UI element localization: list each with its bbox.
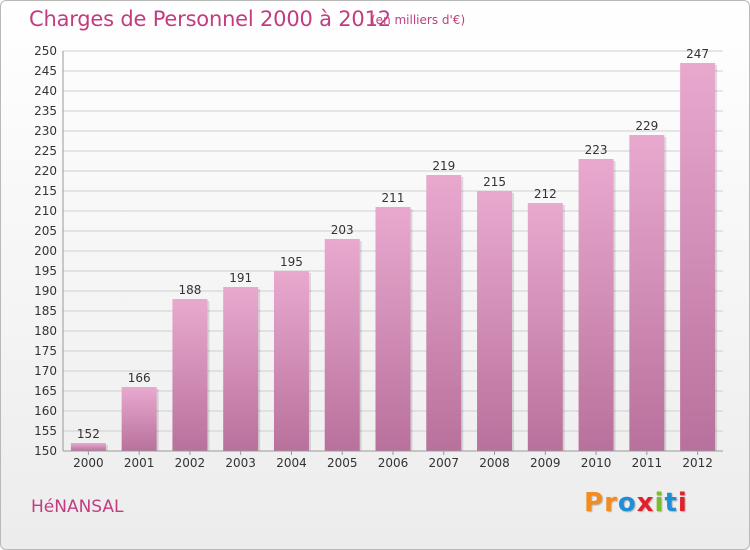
y-tick-label: 230 <box>34 124 57 138</box>
bar-shadow <box>410 209 413 451</box>
bar <box>172 299 208 451</box>
bar-shadow <box>512 193 515 451</box>
bar-value-label: 191 <box>229 271 252 285</box>
bar-shadow <box>461 177 464 451</box>
bar <box>680 63 716 451</box>
bar-shadow <box>664 137 667 451</box>
bar-value-label: 212 <box>534 187 557 201</box>
y-tick-label: 190 <box>34 284 57 298</box>
commune-name: HéNANSAL <box>31 497 124 517</box>
bar-value-label: 247 <box>686 47 709 61</box>
y-tick-label: 150 <box>34 444 57 458</box>
bar-value-label: 211 <box>382 191 405 205</box>
bar-value-label: 219 <box>432 159 455 173</box>
bar <box>578 159 614 451</box>
bar <box>426 175 462 451</box>
bar-shadow <box>105 445 108 451</box>
y-tick-label: 155 <box>34 424 57 438</box>
x-tick-label: 2009 <box>530 456 561 470</box>
bar <box>324 239 360 451</box>
y-tick-label: 165 <box>34 384 57 398</box>
x-tick-label: 2003 <box>225 456 256 470</box>
bar-shadow <box>156 389 159 451</box>
chart-subtitle: (en milliers d'€) <box>371 13 466 27</box>
y-tick-label: 185 <box>34 304 57 318</box>
y-tick-label: 205 <box>34 224 57 238</box>
x-tick-label: 2000 <box>73 456 104 470</box>
bar <box>477 191 513 451</box>
y-tick-label: 210 <box>34 204 57 218</box>
bar-shadow <box>308 273 311 451</box>
bar-value-label: 195 <box>280 255 303 269</box>
bar-value-label: 152 <box>77 427 100 441</box>
y-tick-label: 175 <box>34 344 57 358</box>
bar-shadow <box>207 301 210 451</box>
bar <box>527 203 563 451</box>
proxiti-logo[interactable]: Proxiti <box>584 488 688 518</box>
y-tick-label: 225 <box>34 144 57 158</box>
x-tick-label: 2006 <box>378 456 409 470</box>
x-tick-label: 2002 <box>175 456 206 470</box>
x-tick-label: 2007 <box>428 456 459 470</box>
bar <box>629 135 665 451</box>
logo-letter: o <box>617 488 637 518</box>
y-tick-label: 195 <box>34 264 57 278</box>
x-tick-label: 2005 <box>327 456 358 470</box>
bar-value-label: 229 <box>635 119 658 133</box>
bar-value-label: 203 <box>331 223 354 237</box>
y-tick-label: 220 <box>34 164 57 178</box>
bar-shadow <box>359 241 362 451</box>
bar-shadow <box>258 289 261 451</box>
bar <box>121 387 157 451</box>
bar-shadow <box>715 65 718 451</box>
bar-shadow <box>562 205 565 451</box>
x-tick-label: 2001 <box>124 456 155 470</box>
logo-letter: x <box>636 488 655 518</box>
logo-letter: i <box>677 488 688 518</box>
bar-value-label: 223 <box>585 143 608 157</box>
x-tick-label: 2004 <box>276 456 307 470</box>
bar <box>375 207 411 451</box>
bar <box>273 271 309 451</box>
x-tick-label: 2010 <box>581 456 612 470</box>
y-tick-label: 170 <box>34 364 57 378</box>
bar <box>70 443 106 451</box>
x-tick-label: 2012 <box>682 456 713 470</box>
y-tick-label: 200 <box>34 244 57 258</box>
y-tick-label: 235 <box>34 104 57 118</box>
bar-shadow <box>613 161 616 451</box>
y-tick-label: 250 <box>34 44 57 58</box>
x-tick-label: 2008 <box>479 456 510 470</box>
chart-title: Charges de Personnel 2000 à 2012 <box>29 7 391 31</box>
y-tick-label: 160 <box>34 404 57 418</box>
bar <box>223 287 259 451</box>
logo-letter: r <box>604 488 618 518</box>
y-tick-label: 245 <box>34 64 57 78</box>
logo-letter: t <box>664 488 678 518</box>
bar-value-label: 166 <box>128 371 151 385</box>
axes: 150 155 160 165 170 175 180 185 190 195 200 205 210 2… <box>34 44 723 470</box>
y-tick-label: 215 <box>34 184 57 198</box>
y-tick-label: 180 <box>34 324 57 338</box>
y-tick-label: 240 <box>34 84 57 98</box>
bar-value-label: 188 <box>178 283 201 297</box>
bar-value-label: 215 <box>483 175 506 189</box>
logo-letter: i <box>654 488 665 518</box>
bars: 152 166 188 191 195 203 211 219 215 212 223 229 247 <box>70 47 718 451</box>
logo-letter: P <box>584 488 605 518</box>
x-tick-label: 2011 <box>632 456 663 470</box>
